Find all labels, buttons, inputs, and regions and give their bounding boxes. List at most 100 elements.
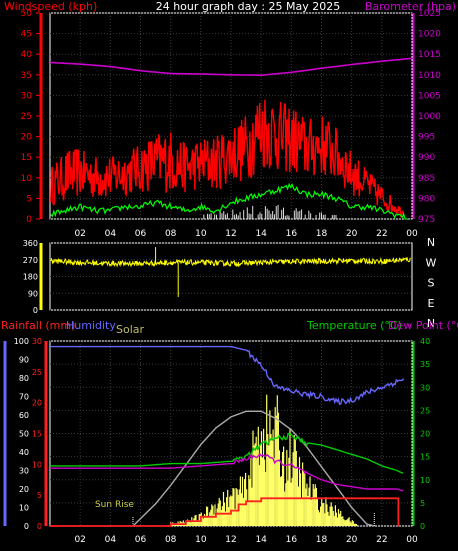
temp-tick-label: 0 — [420, 522, 425, 531]
humidity-tick-label: 100 — [14, 337, 29, 346]
rain-tick-label: 10 — [32, 460, 42, 469]
humidity-tick-label: 70 — [19, 393, 29, 402]
humidity-axis-label: Humidity — [66, 319, 116, 332]
y-tick-label: 0 — [26, 215, 32, 225]
y-tick-label: 180 — [23, 273, 38, 282]
y-tick-label: 45 — [21, 30, 32, 40]
x-tick-label: 22 — [376, 229, 387, 239]
temp-tick-label: 40 — [420, 337, 430, 346]
y2-tick-label: 1000 — [418, 112, 441, 122]
rainfall-axis-label: Rainfall (mm) — [1, 319, 75, 332]
barometer-series-line — [49, 57, 413, 76]
rain-tick-label: 5 — [37, 491, 42, 500]
y-tick-label: 40 — [21, 50, 33, 60]
x-tick-label: 10 — [195, 535, 207, 545]
x-tick-label: 16 — [286, 535, 298, 545]
y2-tick-label: 1005 — [418, 91, 441, 101]
humidity-tick-label: 20 — [19, 485, 29, 494]
y2-tick-label: 1015 — [418, 50, 441, 60]
panel-wind-barometer: 02 04 06 08 10 12 14 16 18 20 22 000510152025303540… — [21, 9, 442, 239]
y-tick-label: 90 — [28, 289, 38, 298]
y-tick-label: 360 — [23, 239, 38, 248]
x-tick-label: 04 — [105, 229, 117, 239]
dewpoint-axis-label: Dew Point (°C) — [388, 319, 458, 332]
compass-label: W — [426, 256, 437, 269]
y-tick-label: 10 — [21, 174, 33, 184]
rain-tick-label: 0 — [37, 522, 42, 531]
y-tick-label: 15 — [21, 153, 32, 163]
compass-label: N — [427, 236, 435, 249]
x-tick-label: 20 — [346, 535, 358, 545]
chart-title: 24 hour graph day : 25 May 2025 — [156, 0, 341, 13]
y2-tick-label: 990 — [418, 153, 435, 163]
windspeed-axis-label: Windspeed (kph) — [4, 0, 97, 13]
y-tick-label: 50 — [21, 9, 33, 19]
y2-tick-label: 985 — [418, 174, 435, 184]
humidity-series-line — [50, 345, 405, 406]
humidity-tick-label: 0 — [24, 522, 29, 531]
y2-tick-label: 1010 — [418, 71, 441, 81]
panel-rain-humidity-solar-temp: 02 04 06 08 10 12 14 16 18 20 22 000102030405060708… — [3, 337, 430, 545]
temp-tick-label: 5 — [420, 499, 425, 508]
temp-tick-label: 30 — [420, 383, 430, 392]
x-tick-label: 20 — [346, 229, 358, 239]
rain-tick-label: 20 — [32, 399, 42, 408]
y-tick-label: 5 — [26, 194, 32, 204]
y2-tick-label: 980 — [418, 194, 435, 204]
humidity-tick-label: 50 — [19, 430, 29, 439]
y2-tick-label: 995 — [418, 133, 435, 143]
rainfall-series-line — [50, 497, 400, 527]
humidity-tick-label: 10 — [19, 504, 29, 513]
barometer-axis-label: Barometer (hpa) — [365, 0, 456, 13]
compass-label: E — [428, 297, 435, 310]
y-tick-label: 35 — [21, 71, 32, 81]
x-tick-label: 12 — [225, 229, 236, 239]
compass-label: N — [427, 317, 435, 330]
solar-max-curve — [132, 410, 375, 527]
y-tick-label: 0 — [33, 306, 38, 315]
compass-label: S — [428, 277, 435, 290]
x-tick-label: 18 — [316, 229, 328, 239]
x-tick-label: 06 — [135, 535, 147, 545]
x-tick-label: 14 — [255, 229, 267, 239]
y-tick-label: 20 — [21, 133, 33, 143]
dewpoint-series-line — [50, 452, 404, 492]
humidity-tick-label: 60 — [19, 411, 29, 420]
temperature-axis-label: Temperature (°C) — [306, 319, 402, 332]
y-tick-label: 270 — [23, 256, 38, 265]
y2-tick-label: 975 — [418, 215, 435, 225]
temp-tick-label: 35 — [420, 360, 430, 369]
x-tick-label: 14 — [255, 535, 267, 545]
temp-tick-label: 15 — [420, 453, 430, 462]
y-tick-label: 30 — [21, 91, 33, 101]
x-tick-label: 08 — [165, 535, 177, 545]
sunrise-label: Sun Rise — [95, 500, 134, 510]
temp-tick-label: 20 — [420, 430, 430, 439]
wind-average-series-line — [50, 182, 409, 220]
humidity-tick-label: 80 — [19, 374, 29, 383]
x-tick-label: 12 — [225, 535, 236, 545]
x-tick-label: 08 — [165, 229, 177, 239]
x-tick-label: 16 — [286, 229, 298, 239]
y-tick-label: 25 — [21, 112, 32, 122]
windspeed-series-line — [50, 99, 405, 218]
x-tick-label: 00 — [406, 535, 418, 545]
temperature-series-line — [50, 432, 404, 474]
humidity-tick-label: 30 — [19, 467, 29, 476]
humidity-tick-label: 40 — [19, 448, 29, 457]
solar-label: Solar — [116, 323, 145, 336]
x-tick-label: 10 — [195, 229, 207, 239]
x-tick-label: 02 — [74, 535, 85, 545]
y2-tick-label: 1020 — [418, 30, 441, 40]
temp-tick-label: 10 — [420, 476, 430, 485]
x-tick-label: 06 — [135, 229, 147, 239]
rain-tick-label: 30 — [32, 337, 42, 346]
temp-tick-label: 25 — [420, 406, 430, 415]
y2-tick-label: 1025 — [418, 9, 441, 19]
rain-tick-label: 15 — [32, 430, 42, 439]
x-tick-label: 18 — [316, 535, 328, 545]
humidity-tick-label: 90 — [19, 356, 29, 365]
x-tick-label: 04 — [105, 535, 117, 545]
